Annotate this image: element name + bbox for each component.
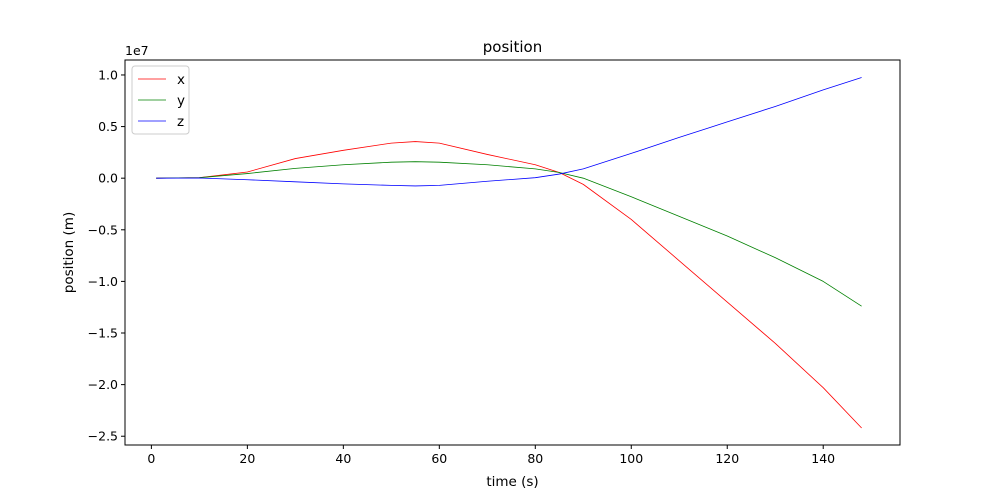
legend-label-x: x bbox=[177, 72, 185, 88]
y-tick-label: 0.0 bbox=[98, 171, 118, 186]
x-tick-label: 20 bbox=[239, 451, 255, 466]
x-tick-label: 140 bbox=[811, 451, 835, 466]
x-tick-label: 0 bbox=[147, 451, 155, 466]
y-tick-label: −2.0 bbox=[88, 377, 118, 392]
series-line-y bbox=[156, 161, 862, 307]
y-axis: 1.0 0.5 0.0 −0.5 −1.0 −1.5 −2.0 −2.5 bbox=[88, 67, 125, 444]
y-tick-label: 1.0 bbox=[98, 67, 118, 82]
series-line-z bbox=[156, 77, 862, 187]
y-tick-label: −2.5 bbox=[88, 429, 118, 444]
y-tick-label: 0.5 bbox=[98, 119, 118, 134]
chart-title: position bbox=[483, 38, 542, 56]
y-tick-label: −1.5 bbox=[88, 326, 118, 341]
y-tick-label: −0.5 bbox=[88, 222, 118, 237]
x-tick-label: 40 bbox=[335, 451, 351, 466]
x-tick-label: 80 bbox=[527, 451, 543, 466]
series-line-x bbox=[156, 141, 862, 429]
x-tick-label: 60 bbox=[431, 451, 447, 466]
legend: xyz bbox=[131, 65, 190, 135]
legend-label-y: y bbox=[177, 93, 185, 109]
y-tick-label: −1.0 bbox=[88, 274, 118, 289]
plot-frame bbox=[124, 59, 901, 446]
y-axis-offset-text: 1e7 bbox=[125, 43, 149, 58]
legend-label-z: z bbox=[177, 114, 184, 130]
x-tick-label: 120 bbox=[715, 451, 739, 466]
y-axis-label: position (m) bbox=[61, 212, 77, 293]
x-axis: 0 20 40 60 80 100 120 140 bbox=[147, 445, 835, 466]
x-tick-label: 100 bbox=[619, 451, 643, 466]
plot-area bbox=[125, 60, 900, 445]
series-layer bbox=[156, 77, 862, 429]
x-axis-label: time (s) bbox=[486, 474, 538, 490]
